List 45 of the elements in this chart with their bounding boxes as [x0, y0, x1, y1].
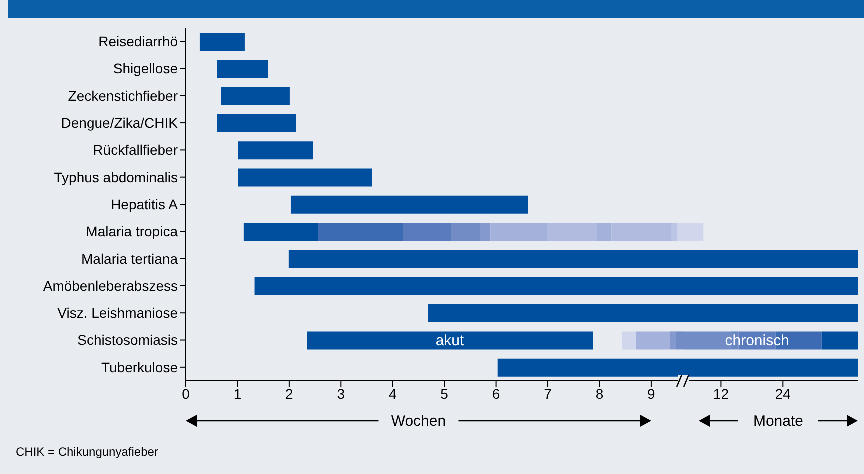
x-tick-label: 1 [234, 386, 242, 402]
x-tick-label: 9 [648, 386, 656, 402]
bar [221, 87, 290, 106]
bar [200, 33, 245, 51]
x-tick-label: 6 [492, 386, 500, 402]
y-tick-label: Visz. Leishmaniose [58, 305, 178, 322]
text: CHIK = Chikungunyafieber [16, 445, 158, 459]
bar [238, 142, 314, 160]
x-tick-label: 2 [286, 386, 294, 402]
x-tick-label: 24 [775, 386, 792, 402]
x-tick-label: 4 [388, 386, 397, 402]
y-tick-label: Typhus abdominalis [54, 169, 178, 186]
bar [597, 223, 612, 242]
y-tick-label: Hepatitis A [111, 196, 179, 212]
y-tick-label: Schistosomiasis [78, 332, 178, 348]
x-tick-label: 3 [337, 386, 346, 402]
y-tick-label: Shigellose [113, 60, 178, 77]
data-label: chronisch [725, 332, 790, 350]
bar [238, 168, 372, 187]
x-tick-label: 8 [596, 386, 604, 402]
bar [217, 114, 296, 132]
x-axis-title: Wochen [391, 413, 446, 430]
bar [244, 223, 318, 242]
y-tick-label: Malaria tropica [86, 224, 178, 240]
x-tick-label: 12 [713, 386, 730, 402]
bar [490, 223, 548, 242]
y-tick-label: Tuberkulose [101, 359, 178, 376]
y-tick-label: Reisediarrhö [98, 34, 178, 50]
y-tick-label: Rückfallfieber [93, 142, 178, 158]
bar [307, 332, 594, 350]
y-tick-label: Malaria tertiana [82, 250, 178, 267]
x-axis-title: Monate [753, 413, 804, 430]
y-tick-label: Zeckenstichfieber [68, 88, 178, 104]
y-tick-label: Amöbenleberabszess [43, 278, 178, 294]
x-tick-label: 7 [544, 386, 552, 402]
x-tick-label: 0 [182, 386, 190, 402]
data-label: akut [436, 332, 466, 350]
x-tick-label: 5 [440, 386, 449, 402]
bar [217, 60, 268, 78]
bar [822, 332, 858, 350]
bar [290, 196, 528, 214]
y-tick-label: Dengue/Zika/CHIK [61, 115, 179, 132]
bar [548, 223, 598, 242]
bar [318, 223, 404, 242]
bar [403, 223, 452, 242]
